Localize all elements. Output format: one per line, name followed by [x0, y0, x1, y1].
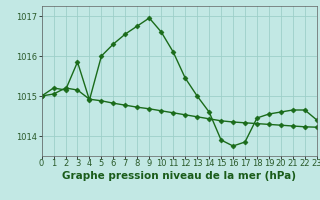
X-axis label: Graphe pression niveau de la mer (hPa): Graphe pression niveau de la mer (hPa) — [62, 171, 296, 181]
